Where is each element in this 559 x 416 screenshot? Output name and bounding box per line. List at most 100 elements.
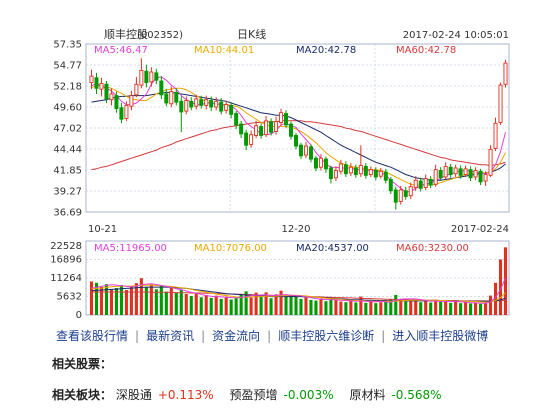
candle-body — [279, 112, 284, 123]
x-tick-label: 2017-02-24 — [451, 224, 509, 235]
quick-links: 查看该股行情 | 最新资讯 | 资金流向 | 顺丰控股六维诊断 | 进入顺丰控股微博 — [56, 327, 536, 345]
candle — [239, 120, 244, 138]
candle — [503, 59, 508, 88]
volume-bar — [319, 298, 323, 315]
candle-body — [274, 121, 279, 132]
candle — [373, 167, 378, 181]
ma-legend: MA5:46.47 MA10:44.01 MA20:42.78 MA60:42.78 — [94, 45, 456, 56]
volume-bar — [389, 299, 393, 315]
candle — [279, 108, 284, 126]
candle-body — [403, 190, 408, 197]
candle — [229, 102, 234, 119]
volume-bar — [304, 297, 308, 315]
volume-bar — [154, 289, 158, 315]
candle — [343, 161, 348, 177]
volume-bar — [129, 286, 133, 315]
candle-body — [144, 70, 149, 84]
x-tick-label: 10-21 — [88, 224, 117, 235]
candle — [303, 141, 308, 159]
link-separator: | — [135, 329, 140, 343]
candle-body — [189, 100, 194, 108]
volume-bar — [174, 292, 178, 315]
volume-bar — [219, 298, 223, 315]
candle-body — [463, 168, 468, 175]
candle-body — [199, 99, 204, 106]
candle — [224, 100, 229, 114]
volume-legend: MA5:11965.00 MA10:7076.00 MA20:4537.00 MA60… — [94, 243, 469, 254]
candle-body — [244, 132, 249, 146]
stock-code: (002352) — [137, 30, 183, 41]
volume-bar — [434, 299, 438, 315]
volume-bar — [159, 285, 163, 315]
link-diagnosis[interactable]: 顺丰控股六维诊断 — [278, 329, 375, 343]
candle — [144, 64, 149, 88]
volume-bar — [169, 287, 173, 315]
volume-bar — [454, 301, 458, 315]
volume-bar — [214, 295, 218, 315]
candle — [433, 164, 438, 187]
candle-body — [503, 62, 508, 85]
volume-bar — [139, 278, 143, 315]
candle-body — [239, 123, 244, 135]
candle — [443, 162, 448, 180]
candle — [353, 164, 358, 178]
volume-bar — [244, 291, 248, 315]
candle — [114, 91, 119, 113]
volume-bar — [204, 294, 208, 315]
plate-name[interactable]: 深股通 — [115, 388, 152, 402]
candle — [209, 96, 214, 112]
volume-y-ticks: 22528 16896 11264 5632 0 — [50, 241, 82, 321]
candle-body — [368, 169, 373, 175]
volume-bar — [104, 284, 109, 315]
volume-bar — [484, 302, 488, 315]
candle-body — [264, 120, 269, 136]
candle-body — [119, 107, 124, 120]
candle-body — [94, 77, 99, 89]
candle — [119, 102, 124, 124]
candle-body — [298, 144, 303, 157]
candle-body — [308, 146, 313, 160]
candle-body — [89, 75, 94, 84]
candle-body — [478, 170, 483, 183]
plate-name[interactable]: 原材料 — [349, 388, 386, 402]
volume-bar — [334, 300, 338, 315]
candle — [493, 117, 498, 151]
volume-bar — [149, 284, 153, 315]
plate-change: -0.568% — [391, 388, 442, 402]
volume-bar — [409, 300, 413, 315]
volume-bar — [394, 294, 398, 315]
candle-body — [493, 122, 498, 149]
ma-legend-item: MA10:44.01 — [194, 45, 254, 56]
candle — [204, 95, 209, 110]
candle-body — [289, 123, 294, 137]
volume-bar — [254, 292, 258, 315]
candle — [498, 82, 503, 125]
volume-bar — [114, 288, 118, 315]
link-fund-flow[interactable]: 资金流向 — [212, 329, 261, 343]
candle — [264, 115, 269, 138]
candle-body — [328, 167, 333, 180]
kline-chart: 顺丰控股 (002352) 日K线 2017-02-24 10:05:01 57… — [50, 27, 510, 321]
link-news[interactable]: 最新资讯 — [146, 329, 195, 343]
candle-body — [393, 189, 398, 203]
link-weibo[interactable]: 进入顺丰控股微博 — [392, 329, 489, 343]
candle-body — [164, 93, 169, 104]
candle-body — [284, 113, 289, 126]
volume-y-tick-label: 16896 — [50, 255, 82, 266]
candle-body — [114, 95, 119, 110]
candle-body — [134, 83, 139, 96]
volume-ma-lines — [91, 277, 506, 304]
plate-name[interactable]: 预盈预增 — [229, 388, 278, 402]
volume-legend-item: MA60:3230.00 — [396, 243, 469, 254]
link-quote[interactable]: 查看该股行情 — [56, 329, 129, 343]
candle — [408, 182, 413, 199]
volume-bar — [384, 301, 388, 315]
candle — [358, 145, 363, 177]
candle-body — [219, 101, 224, 112]
candle — [284, 110, 289, 129]
price-y-ticks: 57.35 54.77 52.18 49.60 47.02 44.44 41.85 39.27… — [53, 40, 82, 219]
volume-bar — [264, 292, 268, 315]
candle — [249, 130, 254, 148]
volume-bar — [194, 293, 198, 315]
candle-body — [363, 165, 368, 176]
